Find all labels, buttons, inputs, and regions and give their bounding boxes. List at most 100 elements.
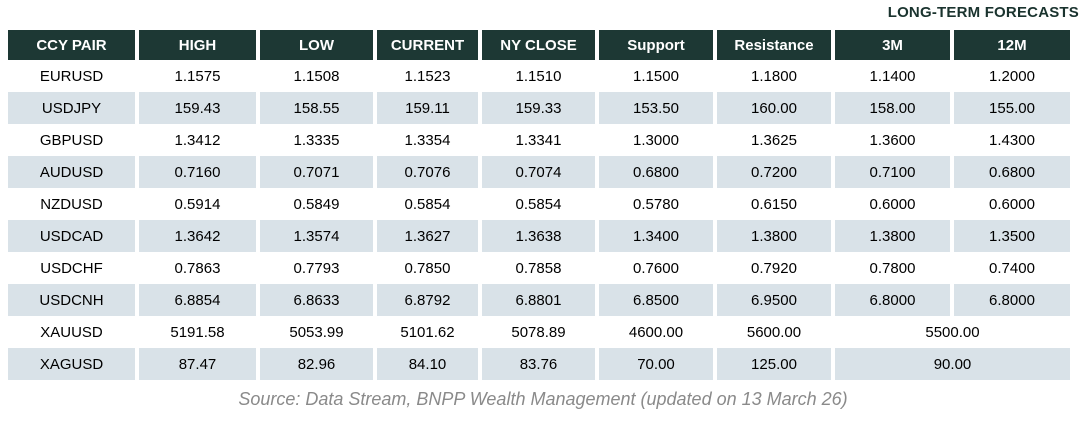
value-cell: 1.3625 xyxy=(717,124,831,156)
value-cell: 0.6000 xyxy=(835,188,950,220)
value-cell: 1.3800 xyxy=(717,220,831,252)
column-header-low: LOW xyxy=(260,30,373,60)
value-cell: 0.7160 xyxy=(139,156,256,188)
value-cell: 0.7200 xyxy=(717,156,831,188)
value-cell: 0.7793 xyxy=(260,252,373,284)
value-cell: 1.1400 xyxy=(835,60,950,92)
value-cell: 6.8000 xyxy=(954,284,1070,316)
value-cell: 5078.89 xyxy=(482,316,595,348)
value-cell: 0.7858 xyxy=(482,252,595,284)
pair-cell: USDCHF xyxy=(8,252,135,284)
value-cell: 1.3600 xyxy=(835,124,950,156)
table-row: XAGUSD 87.47 82.96 84.10 83.76 70.00 125… xyxy=(8,348,1070,380)
value-cell: 0.5849 xyxy=(260,188,373,220)
value-cell: 83.76 xyxy=(482,348,595,380)
table-row: GBPUSD 1.3412 1.3335 1.3354 1.3341 1.300… xyxy=(8,124,1070,156)
value-cell: 5600.00 xyxy=(717,316,831,348)
column-header-resistance: Resistance xyxy=(717,30,831,60)
table-row: NZDUSD 0.5914 0.5849 0.5854 0.5854 0.578… xyxy=(8,188,1070,220)
pair-cell: XAGUSD xyxy=(8,348,135,380)
value-cell: 6.8500 xyxy=(599,284,713,316)
pair-cell: USDCAD xyxy=(8,220,135,252)
column-header-ccy-pair: CCY PAIR xyxy=(8,30,135,60)
value-cell: 0.6000 xyxy=(954,188,1070,220)
value-cell: 6.8854 xyxy=(139,284,256,316)
value-cell: 0.7071 xyxy=(260,156,373,188)
value-cell: 0.5854 xyxy=(482,188,595,220)
value-cell: 6.8633 xyxy=(260,284,373,316)
source-note: Source: Data Stream, BNPP Wealth Managem… xyxy=(238,389,848,409)
value-cell: 0.7920 xyxy=(717,252,831,284)
forecast-merged-cell: 5500.00 xyxy=(835,316,1070,348)
value-cell: 6.8792 xyxy=(377,284,478,316)
value-cell: 158.00 xyxy=(835,92,950,124)
table-row: USDCAD 1.3642 1.3574 1.3627 1.3638 1.340… xyxy=(8,220,1070,252)
value-cell: 5053.99 xyxy=(260,316,373,348)
pair-cell: GBPUSD xyxy=(8,124,135,156)
value-cell: 6.8801 xyxy=(482,284,595,316)
value-cell: 153.50 xyxy=(599,92,713,124)
value-cell: 87.47 xyxy=(139,348,256,380)
value-cell: 160.00 xyxy=(717,92,831,124)
header-row: CCY PAIR HIGH LOW CURRENT NY CLOSE Suppo… xyxy=(8,30,1070,60)
value-cell: 1.1800 xyxy=(717,60,831,92)
column-header-12m: 12M xyxy=(954,30,1070,60)
value-cell: 0.5854 xyxy=(377,188,478,220)
value-cell: 6.9500 xyxy=(717,284,831,316)
column-header-high: HIGH xyxy=(139,30,256,60)
value-cell: 1.1508 xyxy=(260,60,373,92)
value-cell: 1.2000 xyxy=(954,60,1070,92)
column-header-3m: 3M xyxy=(835,30,950,60)
value-cell: 159.43 xyxy=(139,92,256,124)
pair-cell: USDCNH xyxy=(8,284,135,316)
value-cell: 1.1523 xyxy=(377,60,478,92)
column-header-current: CURRENT xyxy=(377,30,478,60)
column-header-support: Support xyxy=(599,30,713,60)
table-row: USDCNH 6.8854 6.8633 6.8792 6.8801 6.850… xyxy=(8,284,1070,316)
value-cell: 0.6800 xyxy=(954,156,1070,188)
pair-cell: AUDUSD xyxy=(8,156,135,188)
value-cell: 5101.62 xyxy=(377,316,478,348)
value-cell: 0.5780 xyxy=(599,188,713,220)
column-header-ny-close: NY CLOSE xyxy=(482,30,595,60)
table-row: EURUSD 1.1575 1.1508 1.1523 1.1510 1.150… xyxy=(8,60,1070,92)
table-row: USDJPY 159.43 158.55 159.11 159.33 153.5… xyxy=(8,92,1070,124)
pair-cell: NZDUSD xyxy=(8,188,135,220)
pair-cell: XAUUSD xyxy=(8,316,135,348)
table-row: XAUUSD 5191.58 5053.99 5101.62 5078.89 4… xyxy=(8,316,1070,348)
value-cell: 159.11 xyxy=(377,92,478,124)
forecast-merged-cell: 90.00 xyxy=(835,348,1070,380)
value-cell: 1.3335 xyxy=(260,124,373,156)
value-cell: 4600.00 xyxy=(599,316,713,348)
value-cell: 1.3354 xyxy=(377,124,478,156)
value-cell: 0.7400 xyxy=(954,252,1070,284)
value-cell: 1.3638 xyxy=(482,220,595,252)
value-cell: 1.3642 xyxy=(139,220,256,252)
value-cell: 155.00 xyxy=(954,92,1070,124)
value-cell: 0.7800 xyxy=(835,252,950,284)
value-cell: 1.1500 xyxy=(599,60,713,92)
value-cell: 1.3412 xyxy=(139,124,256,156)
value-cell: 1.3400 xyxy=(599,220,713,252)
value-cell: 0.7100 xyxy=(835,156,950,188)
value-cell: 158.55 xyxy=(260,92,373,124)
value-cell: 1.4300 xyxy=(954,124,1070,156)
pair-cell: USDJPY xyxy=(8,92,135,124)
value-cell: 0.7863 xyxy=(139,252,256,284)
value-cell: 1.3000 xyxy=(599,124,713,156)
fx-forecast-table: CCY PAIR HIGH LOW CURRENT NY CLOSE Suppo… xyxy=(4,30,1074,380)
value-cell: 0.7076 xyxy=(377,156,478,188)
value-cell: 1.1510 xyxy=(482,60,595,92)
value-cell: 70.00 xyxy=(599,348,713,380)
value-cell: 125.00 xyxy=(717,348,831,380)
value-cell: 1.3500 xyxy=(954,220,1070,252)
value-cell: 0.6150 xyxy=(717,188,831,220)
value-cell: 82.96 xyxy=(260,348,373,380)
value-cell: 0.5914 xyxy=(139,188,256,220)
value-cell: 0.7600 xyxy=(599,252,713,284)
value-cell: 159.33 xyxy=(482,92,595,124)
value-cell: 0.7074 xyxy=(482,156,595,188)
value-cell: 1.3341 xyxy=(482,124,595,156)
value-cell: 6.8000 xyxy=(835,284,950,316)
long-term-forecasts-label: LONG-TERM FORECASTS xyxy=(887,4,1079,21)
